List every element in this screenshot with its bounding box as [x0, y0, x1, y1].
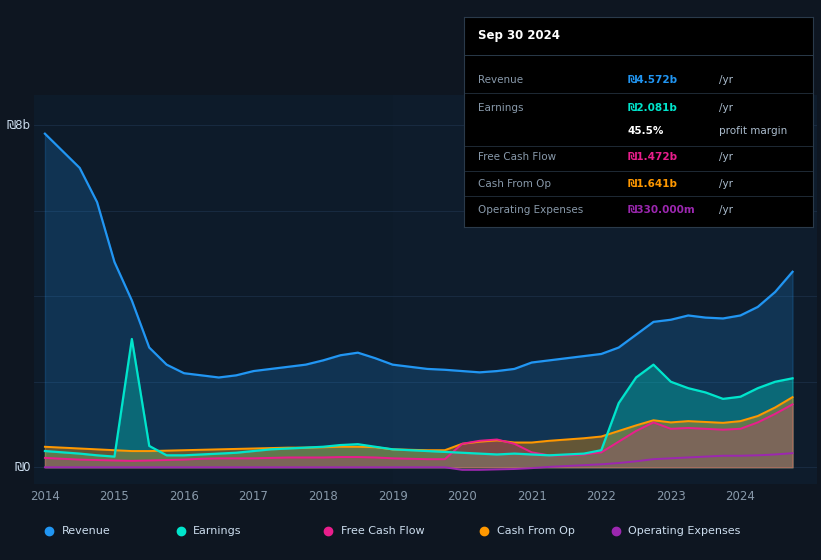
Text: Cash From Op: Cash From Op [497, 526, 575, 536]
Text: /yr: /yr [718, 179, 732, 189]
Text: Free Cash Flow: Free Cash Flow [341, 526, 424, 536]
Bar [392, 95, 817, 484]
Text: /yr: /yr [718, 152, 732, 162]
Text: Operating Expenses: Operating Expenses [478, 205, 583, 215]
Text: ₪2.081b: ₪2.081b [628, 103, 677, 113]
Text: Operating Expenses: Operating Expenses [628, 526, 741, 536]
Text: Free Cash Flow: Free Cash Flow [478, 152, 556, 162]
Text: /yr: /yr [718, 103, 732, 113]
Text: Revenue: Revenue [478, 75, 523, 85]
Text: ₪8b: ₪8b [7, 119, 30, 132]
Text: ₪1.641b: ₪1.641b [628, 179, 678, 189]
Text: Revenue: Revenue [62, 526, 110, 536]
Text: ₪1.472b: ₪1.472b [628, 152, 678, 162]
Text: Cash From Op: Cash From Op [478, 179, 551, 189]
Text: ₪0: ₪0 [14, 461, 30, 474]
Text: /yr: /yr [718, 75, 732, 85]
Text: 45.5%: 45.5% [628, 126, 664, 136]
Text: ₪330.000m: ₪330.000m [628, 205, 695, 215]
Text: /yr: /yr [718, 205, 732, 215]
Text: ₪4.572b: ₪4.572b [628, 75, 678, 85]
Text: Sep 30 2024: Sep 30 2024 [478, 29, 560, 42]
Text: Earnings: Earnings [193, 526, 241, 536]
Text: profit margin: profit margin [718, 126, 787, 136]
Text: Earnings: Earnings [478, 103, 523, 113]
